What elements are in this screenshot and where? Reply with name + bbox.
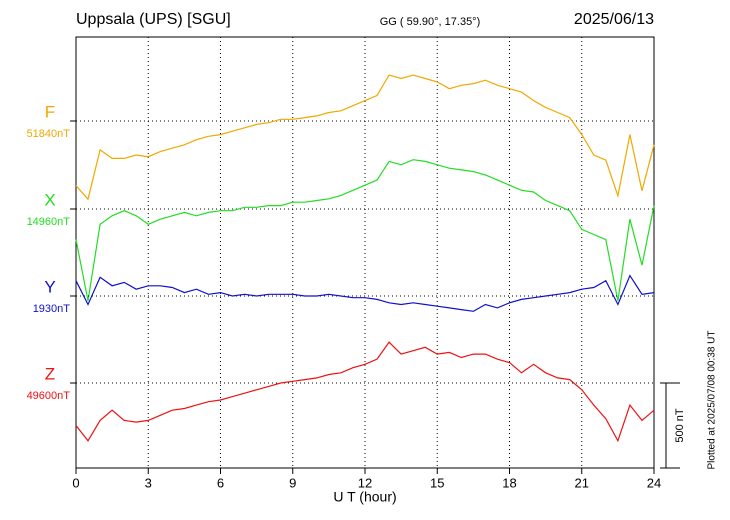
series-line [75,74,655,201]
series-name: X [44,190,55,209]
x-tick-label: 12 [358,475,372,490]
baseline-label: 14960nT [27,216,71,228]
series-line [75,159,655,301]
date: 2025/06/13 [574,11,654,28]
x-tick-label: 6 [217,475,224,490]
x-tick-label: 3 [145,475,152,490]
x-tick-label: 21 [575,475,589,490]
chart-title: Uppsala (UPS) [SGU] [76,11,231,28]
series-line [75,341,655,443]
series-line [75,274,655,312]
baseline-label: 51840nT [27,128,71,140]
x-tick-label: 24 [647,475,661,490]
baseline-label: 1930nT [33,303,71,315]
x-tick-label: 9 [289,475,296,490]
x-axis-label: U T (hour) [333,489,396,505]
series-name: F [45,102,55,121]
series-name: Y [44,277,55,296]
scale-bar-label: 500 nT [674,408,686,443]
x-tick-label: 18 [502,475,516,490]
baseline-label: 49600nT [27,390,71,402]
plot-note: Plotted at 2025/07/08 00:38 UT [707,331,718,470]
x-tick-label: 0 [72,475,79,490]
x-tick-label: 15 [430,475,444,490]
series-name: Z [45,364,55,383]
subtitle: GG ( 59.90°, 17.35°) [380,16,481,28]
